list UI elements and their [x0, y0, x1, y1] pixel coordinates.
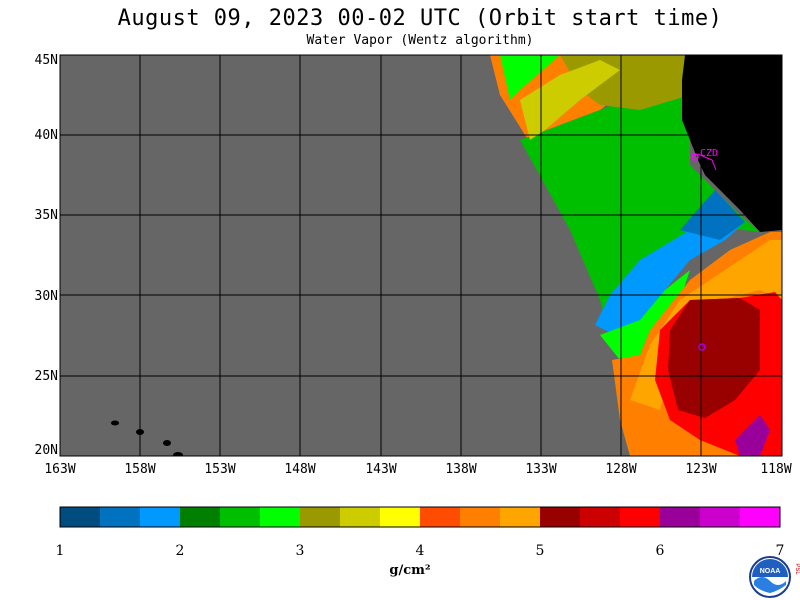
colorbar-segment: [700, 507, 740, 527]
lon-label: 148W: [284, 462, 316, 477]
map-subtitle: Water Vapor (Wentz algorithm): [306, 33, 534, 48]
colorbar-label: 6: [655, 543, 665, 559]
us-west-coast-land: [682, 55, 782, 232]
station-marker-czd: [691, 153, 699, 161]
logo-side-text: PSL: [794, 563, 800, 575]
hawaii-island-big: [173, 452, 183, 456]
colorbar-label: 3: [295, 543, 305, 559]
colorbar-segment: [140, 507, 180, 527]
swath-bright-green-band: [500, 55, 560, 100]
swath-light-green-south: [600, 270, 690, 360]
colorbar-segment: [380, 507, 420, 527]
colorbar: [59, 506, 781, 528]
lon-label: 128W: [605, 462, 637, 477]
colorbar-segment: [740, 507, 780, 527]
colorbar-segment: [540, 507, 580, 527]
lon-label: 138W: [445, 462, 477, 477]
colorbar-segment: [340, 507, 380, 527]
swath-yellow-band: [520, 60, 620, 140]
lat-label: 35N: [34, 208, 58, 223]
lat-label: 45N: [34, 53, 58, 68]
logo-text: NOAA: [760, 568, 781, 575]
colorbar-frame: [59, 506, 781, 528]
colorbar-segment: [260, 507, 300, 527]
station-label-czd: CZD: [700, 148, 718, 159]
lon-label: 133W: [525, 462, 557, 477]
colorbar-segment: [620, 507, 660, 527]
station-marker-south: [698, 343, 706, 351]
colorbar-units: g/cm²: [389, 563, 431, 578]
colorbar-segment: [460, 507, 500, 527]
map-frame: [59, 54, 783, 457]
colorbar-label: 5: [535, 543, 545, 559]
swath-dark-red: [668, 298, 760, 418]
lat-label: 20N: [34, 443, 58, 458]
colorbar-segment: [420, 507, 460, 527]
swath-magenta: [735, 415, 770, 456]
colorbar-segment: [220, 507, 260, 527]
graticule: [60, 55, 782, 456]
colorbar-label: 1: [55, 543, 65, 559]
colorbar-label: 7: [775, 543, 785, 559]
hawaii-island-maui: [163, 440, 171, 446]
noaa-logo-icon: NOAA PSL: [749, 556, 800, 598]
lon-label: 123W: [685, 462, 717, 477]
colorbar-segment: [100, 507, 140, 527]
lat-label: 40N: [34, 128, 58, 143]
colorbar-segment: [180, 507, 220, 527]
colorbar-segment: [60, 507, 100, 527]
swath-green: [520, 90, 760, 335]
colorbar-label: 4: [415, 543, 425, 559]
lat-label: 25N: [34, 369, 58, 384]
colorbar-segment: [580, 507, 620, 527]
lon-label: 143W: [365, 462, 397, 477]
colorbar-segment: [500, 507, 540, 527]
colorbar-label: 2: [175, 543, 185, 559]
lon-label: 158W: [124, 462, 156, 477]
lon-label: 153W: [204, 462, 236, 477]
hawaii-island-kauai: [111, 420, 119, 426]
map-title: August 09, 2023 00-02 UTC (Orbit start t…: [117, 6, 723, 31]
colorbar-segment: [660, 507, 700, 527]
lon-label: 163W: [44, 462, 76, 477]
lon-label: 118W: [760, 462, 792, 477]
lat-label: 30N: [34, 289, 58, 304]
colorbar-segment: [300, 507, 340, 527]
